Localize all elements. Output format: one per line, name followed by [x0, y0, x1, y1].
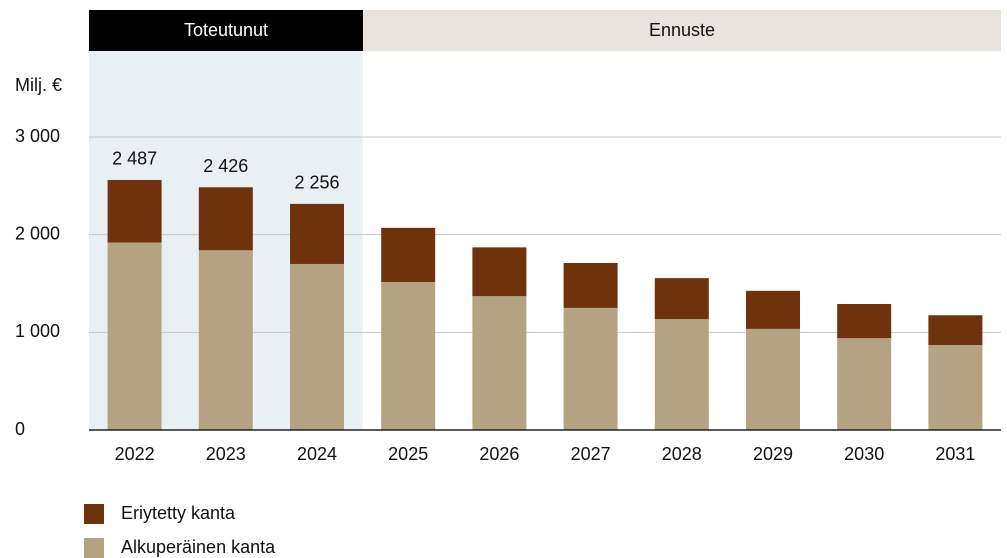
- total-label: 2 426: [203, 156, 248, 176]
- x-tick-label: 2022: [115, 444, 155, 464]
- bar-segment: [654, 278, 709, 320]
- forecast-header: [363, 10, 1001, 51]
- bar-segment: [563, 307, 618, 430]
- bar-segment: [381, 282, 436, 430]
- y-tick-label: 1 000: [15, 321, 60, 341]
- legend-swatch: [84, 538, 104, 558]
- total-label: 2 256: [294, 173, 339, 193]
- total-label: 2 487: [112, 149, 157, 169]
- y-axis-label: Milj. €: [15, 75, 62, 95]
- y-tick-label: 2 000: [15, 223, 60, 243]
- bar-segment: [472, 296, 527, 430]
- bar-segment: [198, 187, 253, 251]
- x-tick-label: 2031: [935, 444, 975, 464]
- bar-segment: [837, 304, 892, 339]
- actual-label: Toteutunut: [184, 20, 268, 40]
- x-tick-label: 2026: [479, 444, 519, 464]
- bar-segment: [837, 338, 892, 430]
- y-tick-label: 0: [15, 419, 25, 439]
- forecast-label: Ennuste: [649, 20, 715, 40]
- x-tick-label: 2025: [388, 444, 428, 464]
- bar-segment: [290, 203, 344, 264]
- x-tick-label: 2028: [662, 444, 702, 464]
- x-tick-label: 2027: [571, 444, 611, 464]
- x-tick-label: 2029: [753, 444, 793, 464]
- bar-segment: [472, 247, 527, 297]
- actual-header: [89, 10, 363, 51]
- bar-segment: [928, 345, 983, 430]
- bar-segment: [107, 179, 162, 243]
- bar-segment: [746, 290, 800, 329]
- bar-segment: [198, 250, 253, 430]
- bar-segment: [563, 262, 618, 308]
- bar-segment: [746, 328, 800, 430]
- legend-swatch: [84, 504, 104, 524]
- x-tick-label: 2024: [297, 444, 337, 464]
- bar-segment: [381, 227, 436, 283]
- bar-segment: [654, 319, 709, 430]
- bar-segment: [290, 263, 344, 430]
- bar-segment: [928, 315, 983, 346]
- legend-label: Alkuperäinen kanta: [121, 537, 276, 557]
- x-tick-label: 2023: [206, 444, 246, 464]
- x-tick-label: 2030: [844, 444, 884, 464]
- bar-segment: [107, 242, 162, 430]
- y-tick-label: 3 000: [15, 126, 60, 146]
- legend-label: Eriytetty kanta: [121, 503, 236, 523]
